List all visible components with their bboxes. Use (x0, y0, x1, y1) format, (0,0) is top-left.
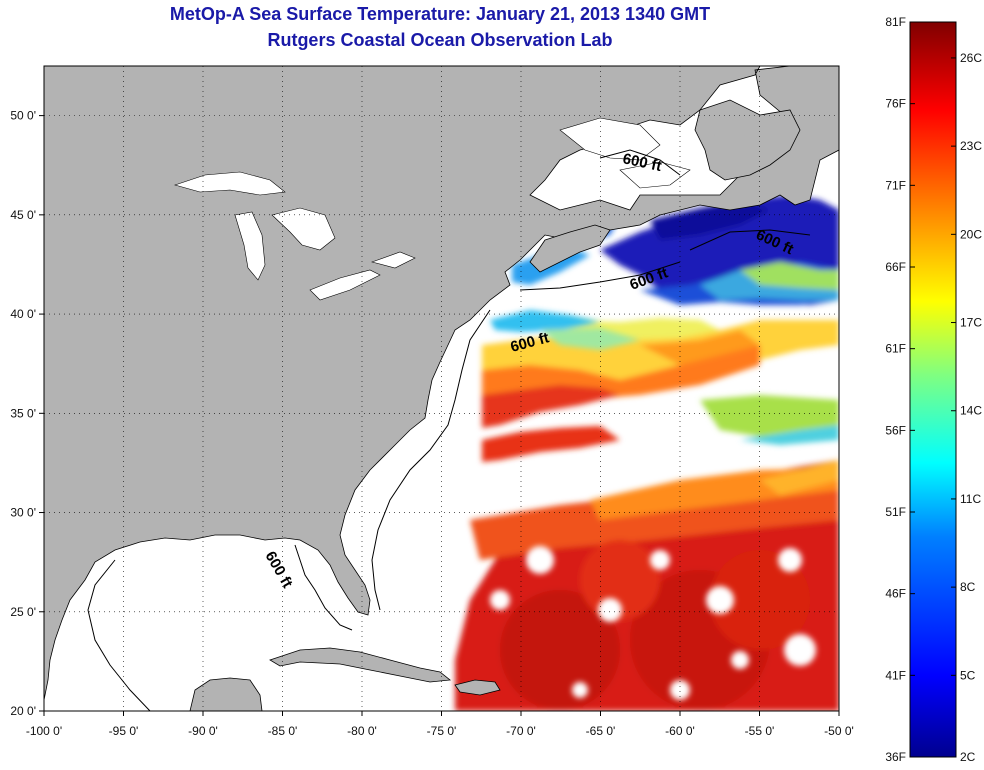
lon-tick-label: -65 0' (586, 724, 616, 738)
colorbar-f-label: 51F (885, 505, 906, 519)
colorbar-f-label: 46F (885, 587, 906, 601)
lat-tick-label: 40 0' (10, 307, 36, 321)
colorbar-f-label: 81F (885, 15, 906, 29)
lat-tick-label: 20 0' (10, 704, 36, 718)
colorbar-c-label: 11C (960, 492, 981, 506)
lat-tick-label: 25 0' (10, 605, 36, 619)
colorbar-c-label: 2C (960, 750, 976, 764)
isobath-lines (87, 149, 811, 711)
lon-tick-label: -80 0' (347, 724, 377, 738)
lon-tick-label: -50 0' (824, 724, 854, 738)
colorbar-c-label: 8C (960, 580, 976, 594)
sst-cold-north (490, 195, 839, 350)
colorbar-c-label: 23C (960, 139, 982, 153)
map-subtitle: Rutgers Coastal Ocean Observation Lab (267, 30, 613, 50)
colorbar-f-label: 56F (885, 423, 906, 437)
colorbar-fahrenheit-scale: 81F 76F 71F 66F 61F 56F 51F 46F 41F 36F (885, 15, 915, 764)
colorbar-c-label: 20C (960, 227, 982, 241)
colorbar-c-label: 14C (960, 404, 982, 418)
lat-tick-label: 35 0' (10, 406, 36, 420)
longitude-axis: -100 0' -95 0' -90 0' -85 0' -80 0' -75 0' -70… (26, 711, 854, 738)
colorbar-c-label: 5C (960, 668, 976, 682)
colorbar-c-label: 26C (960, 51, 982, 65)
colorbar-celsius-scale: 26C 23C 20C 17C 14C 11C 8C 5C 2C (951, 51, 982, 764)
colorbar-gradient (909, 21, 957, 758)
colorbar-c-label: 17C (960, 316, 982, 330)
map-title: MetOp-A Sea Surface Temperature: January… (169, 4, 711, 24)
lakes (173, 117, 691, 301)
lon-tick-label: -95 0' (109, 724, 139, 738)
sst-warm-south (455, 460, 839, 711)
lat-tick-label: 50 0' (10, 109, 36, 123)
lon-tick-label: -70 0' (506, 724, 536, 738)
lon-tick-label: -55 0' (745, 724, 775, 738)
lon-tick-label: -90 0' (188, 724, 218, 738)
lat-tick-label: 30 0' (10, 506, 36, 520)
colorbar-f-label: 61F (885, 342, 906, 356)
colorbar-f-label: 71F (885, 178, 906, 192)
colorbar-f-label: 36F (885, 750, 906, 764)
cloud-gaps-south (490, 546, 816, 700)
lon-tick-label: -100 0' (26, 724, 62, 738)
colorbar-f-label: 76F (885, 97, 906, 111)
lon-tick-label: -60 0' (665, 724, 695, 738)
lon-tick-label: -85 0' (268, 724, 298, 738)
latitude-axis: 50 0' 45 0' 40 0' 35 0' 30 0' 25 0' 20 0' (10, 109, 44, 718)
lat-tick-label: 45 0' (10, 208, 36, 222)
colorbar-f-label: 41F (885, 668, 906, 682)
lon-tick-label: -75 0' (427, 724, 457, 738)
colorbar-f-label: 66F (885, 260, 906, 274)
